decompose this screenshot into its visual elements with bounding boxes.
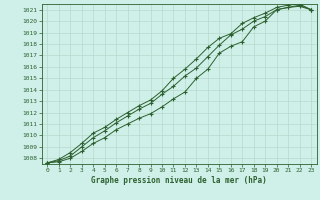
- X-axis label: Graphe pression niveau de la mer (hPa): Graphe pression niveau de la mer (hPa): [91, 176, 267, 185]
